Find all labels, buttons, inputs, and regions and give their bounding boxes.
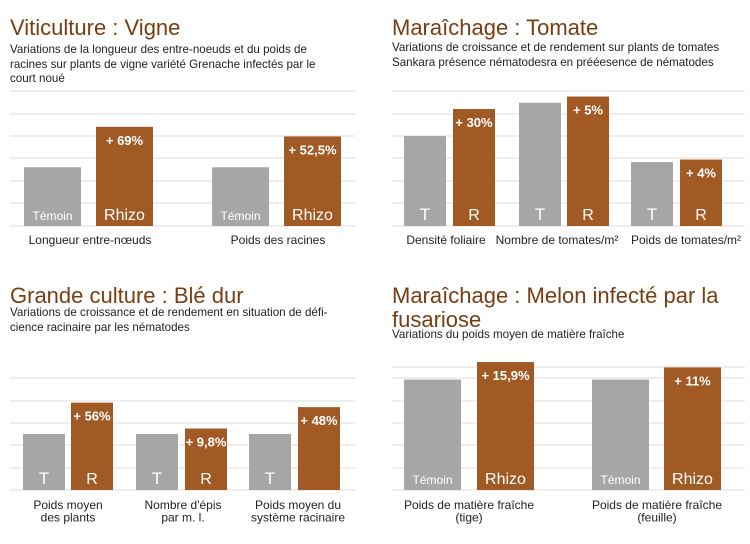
category-label: Densité foliaire (406, 233, 486, 247)
bar-rhizo (185, 428, 227, 490)
bar-temoin (249, 434, 291, 490)
bar-temoin (404, 379, 461, 490)
category-label: Poids de tomates/m² (631, 233, 741, 247)
bar-annotation: + 48% (300, 413, 338, 428)
panel-melon: Maraîchage : Melon infecté par la fusari… (392, 284, 747, 524)
panel-viticulture: Viticulture : Vigne Variations de la lon… (10, 16, 355, 256)
bar-label-rhizo: Rhizo (672, 471, 713, 488)
bar-label-rhizo: Rhizo (104, 207, 145, 224)
bar-rhizo (298, 407, 340, 490)
bar-annotation: + 9,8% (186, 435, 227, 450)
bar-annotation: + 15,9% (481, 368, 530, 383)
category-label: Poids moyen (33, 498, 102, 512)
bar-rhizo (477, 362, 534, 490)
category-label: Poids de matière fraîche (592, 498, 722, 512)
bar-rhizo (284, 136, 341, 226)
category-label: Poids de matière fraîche (404, 498, 534, 512)
bar-label-rhizo: Rhizo (292, 207, 333, 224)
bar-temoin (631, 162, 673, 226)
bar-temoin (519, 102, 561, 226)
bar-rhizo (567, 96, 609, 226)
panel-title: Grande culture : Blé dur (10, 283, 244, 308)
title-line: Maraîchage : Melon infecté par la (392, 283, 719, 308)
bar-temoin (592, 379, 649, 490)
category-label: par m. l. (161, 511, 204, 525)
bar-label-rhizo: R (468, 207, 480, 224)
bar-label-temoin: Témoin (600, 473, 640, 487)
category-label: Nombre de tomates/m² (496, 233, 619, 247)
subtitle-line: Variations de croissance et de rendement… (392, 41, 720, 54)
bar-annotation: + 11% (674, 373, 711, 388)
subtitle-line: Sankara présence nématodesra en prééesen… (392, 55, 714, 69)
panel-title: Maraîchage : Melon infecté par la fusari… (392, 284, 719, 332)
category-label: des plants (41, 511, 96, 525)
bar-rhizo (453, 109, 495, 226)
bar-rhizo (680, 159, 722, 226)
bar-label-temoin: T (647, 205, 657, 224)
bar-temoin (23, 434, 65, 490)
bar-label-temoin: Témoin (220, 209, 260, 223)
bar-label-rhizo: R (200, 471, 212, 488)
subtitle-line: Variations de croissance et de rendement… (10, 306, 328, 319)
category-label: Nombre d'épis (145, 498, 222, 512)
category-label: système racinaire (251, 511, 345, 525)
bar-annotation: + 5% (573, 103, 603, 118)
bar-label-temoin: T (535, 205, 545, 224)
title-line: fusariose (392, 307, 482, 332)
bar-label-temoin: Témoin (32, 209, 72, 223)
subtitle-line: Variations du poids moyen de matière fra… (392, 328, 625, 341)
bar-label-temoin: T (39, 469, 49, 488)
category-label: (feuille) (637, 511, 676, 525)
bar-label-rhizo: Rhizo (485, 471, 526, 488)
bar-rhizo (664, 367, 721, 490)
bar-label-rhizo: R (695, 207, 707, 224)
bar-temoin (404, 136, 446, 226)
subtitle-line: Variations de la longueur des entre-noeu… (10, 43, 307, 56)
bar-annotation: + 52,5% (288, 142, 337, 157)
subtitle-line: cience racinaire par les nématodes (10, 320, 190, 334)
category-label: Poids moyen du (255, 498, 341, 512)
bar-rhizo (96, 126, 153, 226)
bar-rhizo (71, 402, 113, 490)
bar-label-rhizo: R (582, 207, 594, 224)
bar-annotation: + 30% (455, 115, 493, 130)
bar-annotation: + 69% (106, 133, 144, 148)
bar-temoin (212, 167, 269, 226)
category-label: (tige) (455, 511, 482, 525)
bar-label-temoin: Témoin (412, 473, 452, 487)
panel-subtitle: Variations de croissance et de rendement… (392, 41, 719, 70)
bar-annotation: + 56% (73, 409, 111, 424)
subtitle-line: racines sur plants de vigne variété Gren… (10, 57, 316, 71)
panel-tomate: Maraîchage : Tomate Variations de croiss… (392, 16, 747, 256)
category-label: Longueur entre-nœuds (29, 233, 152, 247)
panel-subtitle: Variations du poids moyen de matière fra… (392, 328, 624, 343)
bar-temoin (24, 167, 81, 226)
panel-subtitle: Variations de la longueur des entre-noeu… (10, 43, 315, 87)
bar-label-temoin: T (152, 469, 162, 488)
panel-title: Maraîchage : Tomate (392, 15, 599, 40)
bar-label-temoin: T (420, 205, 430, 224)
category-label: Poids des racines (231, 233, 326, 247)
panel-subtitle: Variations de croissance et de rendement… (10, 306, 328, 335)
bar-label-temoin: T (265, 469, 275, 488)
bar-temoin (136, 434, 178, 490)
subtitle-line: court noué (10, 72, 65, 85)
bar-label-rhizo: R (86, 471, 98, 488)
panel-ble-dur: Grande culture : Blé dur Variations de c… (10, 284, 355, 524)
bar-annotation: + 4% (686, 166, 716, 181)
panel-title: Viticulture : Vigne (10, 15, 181, 40)
